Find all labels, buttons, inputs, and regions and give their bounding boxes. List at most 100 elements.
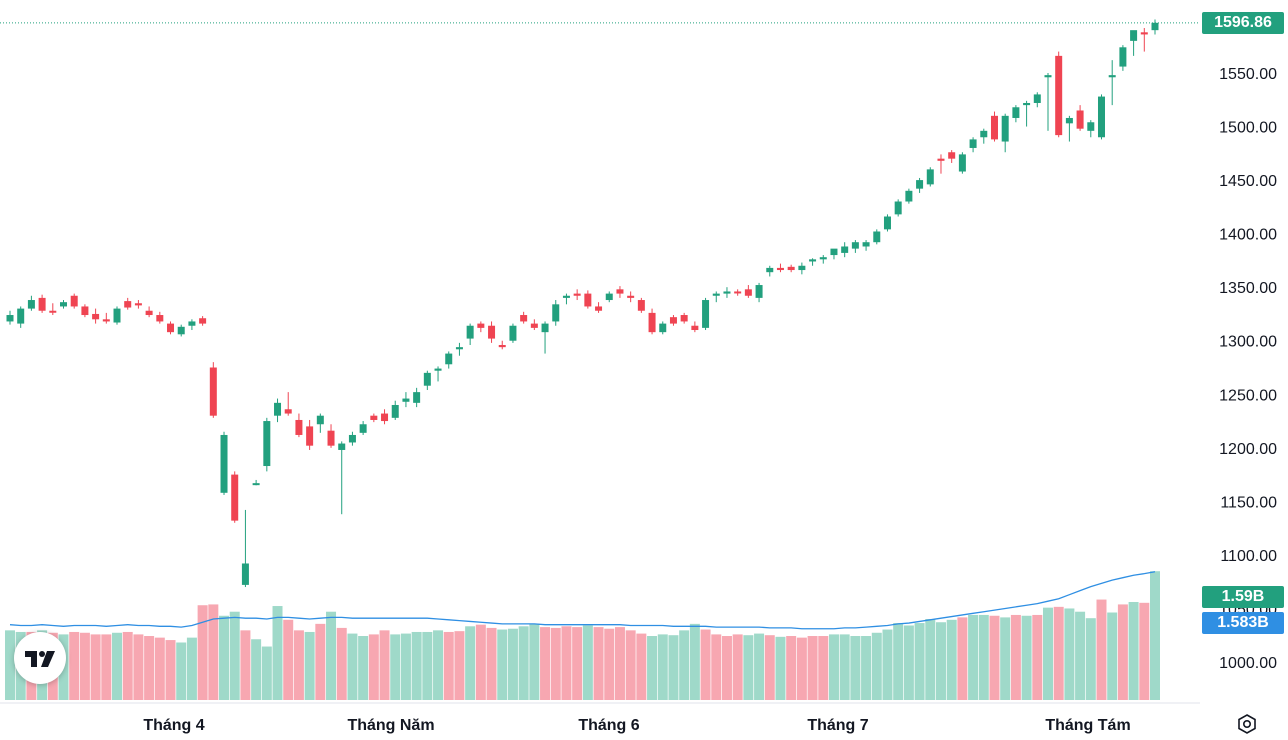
candle-body [81, 306, 89, 316]
candle-body [883, 216, 891, 230]
volume-bar [197, 605, 208, 700]
candle [252, 479, 260, 486]
price-axis[interactable]: 1000.001050.001100.001150.001200.001250.… [1219, 66, 1277, 672]
volume-bar [775, 636, 786, 700]
volume-bar [400, 633, 411, 700]
candle-body [830, 248, 838, 256]
candle-body [809, 259, 817, 262]
candle-body [327, 430, 335, 446]
candle [616, 286, 624, 298]
volume-bar [957, 617, 968, 700]
candle-body [851, 242, 859, 249]
volume-bar [882, 629, 893, 700]
volume-bar [1107, 612, 1118, 700]
candle [498, 340, 506, 350]
candle-body [916, 180, 924, 189]
candle [691, 321, 699, 333]
candle [637, 297, 645, 313]
volume-bar [358, 636, 369, 700]
time-axis-label: Tháng Tám [1045, 717, 1130, 734]
candle [1108, 60, 1116, 106]
candle-body [434, 368, 442, 371]
candle-body [1087, 122, 1095, 131]
candle-body [744, 289, 752, 296]
volume-bar [839, 634, 850, 700]
candle-body [862, 242, 870, 247]
candle-body [1140, 32, 1148, 35]
candle [284, 392, 292, 416]
candle [167, 321, 175, 335]
candle [648, 308, 656, 335]
candle [434, 366, 442, 382]
settings-icon[interactable] [1236, 713, 1258, 735]
volume-bar [625, 630, 636, 700]
volume-ma-line [9, 571, 1156, 630]
candle-body [466, 325, 474, 339]
candle-body [1151, 22, 1159, 31]
candle-body [6, 315, 14, 322]
candle [1023, 100, 1031, 127]
candle [937, 154, 945, 174]
candle [6, 310, 14, 325]
volume-bar [165, 640, 176, 700]
candle [1130, 30, 1138, 56]
candle-body [605, 293, 613, 301]
volume-bar [786, 636, 797, 700]
candle-body [1097, 96, 1105, 138]
candle-body [1065, 117, 1073, 124]
time-axis[interactable]: Tháng 4 Tháng Năm Tháng 6 Tháng 7 Tháng Tám [143, 717, 1130, 734]
candle [370, 413, 378, 423]
candle-body [92, 313, 100, 320]
volume-bar [968, 614, 979, 700]
volume-bar [251, 639, 262, 700]
candle [595, 302, 603, 313]
candle-body [1119, 47, 1127, 67]
time-axis-label: Tháng Năm [347, 717, 434, 734]
candle [102, 312, 110, 324]
volume-bar [443, 631, 454, 700]
candle [541, 321, 549, 354]
candle-body [134, 303, 142, 306]
volume-bar [1042, 607, 1053, 700]
price-axis-label: 1500.00 [1219, 120, 1277, 137]
volume-bar [315, 623, 326, 700]
candle-body [145, 310, 153, 316]
volume-bar [283, 619, 294, 700]
candle-body [231, 474, 239, 521]
volume-bar [272, 606, 283, 700]
candle-body [274, 402, 282, 416]
candle-body [990, 115, 998, 140]
candle [1151, 19, 1159, 35]
volume-bar [497, 629, 508, 700]
candle [316, 413, 324, 433]
candle [188, 319, 196, 331]
candle-body [841, 246, 849, 253]
time-axis-label: Tháng 7 [807, 717, 868, 734]
candle [755, 282, 763, 303]
candle [702, 297, 710, 331]
candle [413, 387, 421, 408]
candle-body [102, 319, 110, 322]
volume-bar [293, 630, 304, 700]
candle [669, 315, 677, 326]
candle [712, 291, 720, 303]
candle-body [1044, 75, 1052, 78]
candle-body [541, 323, 549, 333]
candle-body [573, 293, 581, 296]
volume-bar [154, 637, 165, 700]
volume-bar [368, 634, 379, 700]
time-axis-label: Tháng 6 [578, 717, 639, 734]
candle [926, 167, 934, 187]
candle [787, 264, 795, 273]
candle-body [691, 325, 699, 331]
candle [145, 306, 153, 318]
volume-bar [679, 630, 690, 700]
volume-bar [978, 614, 989, 700]
candle [841, 242, 849, 258]
candle-body [702, 300, 710, 328]
tradingview-logo[interactable] [14, 632, 66, 684]
volume-bar [871, 632, 882, 700]
candle [156, 311, 164, 324]
candle [477, 321, 485, 333]
